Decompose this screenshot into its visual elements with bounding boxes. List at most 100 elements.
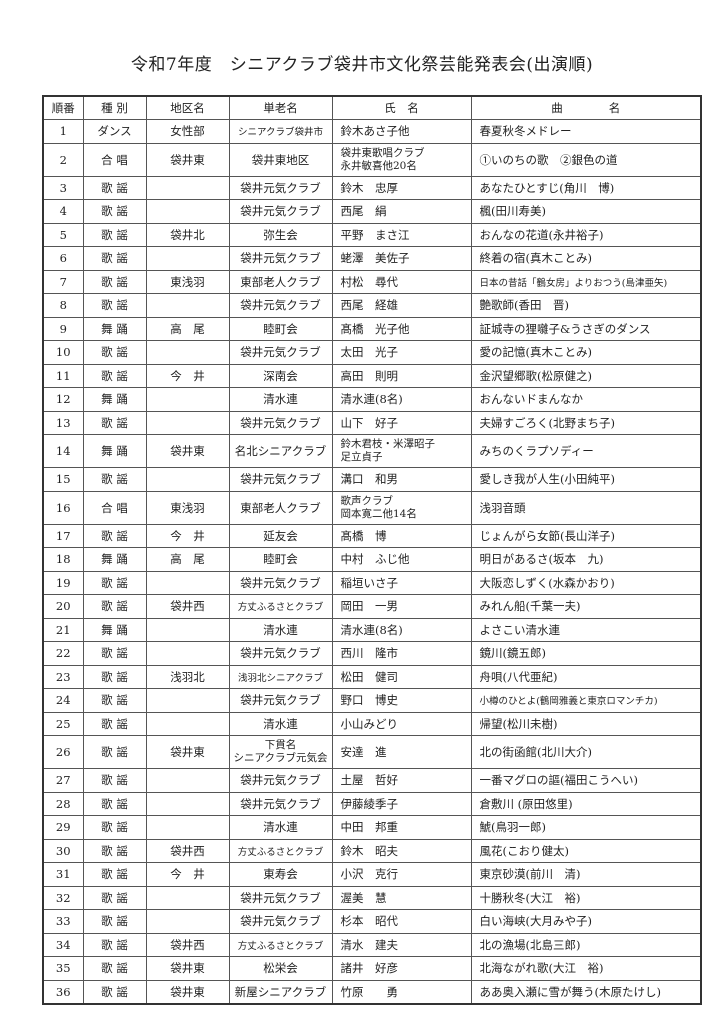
district-cell: [145, 688, 230, 713]
order-cell: 13: [42, 410, 84, 435]
club-cell: 袋井元気クラブ: [228, 688, 333, 713]
club-cell: 睦町会: [228, 316, 333, 341]
performer-cell: 鈴木 忠厚: [331, 175, 472, 200]
performer-cell: 渥美 慧: [331, 885, 472, 910]
table-row: 15 歌 謡 袋井元気クラブ 溝口 和男 愛しき我が人生(小田純平): [42, 467, 702, 492]
club-cell: 袋井元気クラブ: [228, 467, 333, 492]
table-row: 33 歌 謡 袋井元気クラブ 杉本 昭代 白い海峡(大月みや子): [42, 909, 702, 934]
performer-cell: 中田 邦重: [331, 815, 472, 840]
club-cell: シニアクラブ袋井市: [228, 119, 333, 144]
table-row: 26 歌 謡袋井東 下貫名 シニアクラブ元気会 安達 進北の街函館(北川大介): [42, 735, 702, 769]
performer-cell: 小山みどり: [331, 711, 472, 736]
order-cell: 5: [42, 222, 84, 247]
club-cell: 東寿会: [228, 862, 333, 887]
song-cell: 帰望(松川未樹): [470, 711, 702, 736]
song-cell: 日本の昔話「鶴女房」よりおつう(島津亜矢): [470, 269, 702, 294]
table-row: 11 歌 謡今 井深南会 高田 則明 金沢望郷歌(松原健之): [42, 363, 702, 388]
club-cell: 袋井元気クラブ: [228, 641, 333, 666]
type-cell: 歌 謡: [82, 523, 147, 548]
order-cell: 17: [42, 523, 84, 548]
order-cell: 2: [42, 142, 84, 177]
club-cell: 清水連: [228, 711, 333, 736]
type-cell: ダンス: [82, 119, 147, 144]
type-cell: 舞 踊: [82, 316, 147, 341]
club-cell: 弥生会: [228, 222, 333, 247]
club-cell: 下貫名 シニアクラブ元気会: [228, 735, 333, 769]
table-row: 31 歌 謡今 井東寿会 小沢 克行 東京砂漠(前川 清): [42, 862, 702, 887]
song-cell: じょんがら女節(長山洋子): [470, 523, 702, 548]
district-cell: [145, 340, 230, 365]
club-cell: 松栄会: [228, 956, 333, 981]
district-cell: 東浅羽: [145, 490, 230, 525]
table-row: 1 ダンス 女性部 シニアクラブ袋井市 鈴木あさ子他 春夏秋冬メドレー: [42, 119, 702, 144]
district-cell: 女性部: [145, 119, 230, 144]
performer-cell: 中村 ふじ他: [331, 547, 472, 572]
type-cell: 歌 謡: [82, 664, 147, 689]
district-cell: [145, 293, 230, 318]
district-cell: [145, 768, 230, 793]
song-cell: 北海ながれ歌(大江 裕): [470, 956, 702, 981]
order-cell: 31: [42, 862, 84, 887]
performer-cell: 蛯澤 美佐子: [331, 246, 472, 271]
club-cell: 延友会: [228, 523, 333, 548]
type-cell: 歌 謡: [82, 594, 147, 619]
song-cell: 夫婦すごろく(北野まち子): [470, 410, 702, 435]
table-row: 24 歌 謡 袋井元気クラブ 野口 博史 小樽のひとよ(鶴岡雅義と東京ロマンチカ): [42, 688, 702, 713]
type-cell: 歌 謡: [82, 246, 147, 271]
district-cell: 袋井東: [145, 142, 230, 177]
type-cell: 歌 謡: [82, 410, 147, 435]
song-cell: みちのくラプソディー: [470, 434, 702, 468]
table-row: 22 歌 謡 袋井元気クラブ 西川 隆市 鏡川(鏡五郎): [42, 641, 702, 666]
district-cell: 袋井西: [145, 932, 230, 957]
district-cell: 今 井: [145, 363, 230, 388]
song-cell: 十勝秋冬(大江 裕): [470, 885, 702, 910]
district-cell: [145, 410, 230, 435]
song-cell: 北の漁場(北島三郎): [470, 932, 702, 957]
club-cell-line2: シニアクラブ元気会: [233, 752, 328, 764]
table-row: 35 歌 謡袋井東 松栄会 諸井 好彦 北海ながれ歌(大江 裕): [42, 956, 702, 981]
table-row: 10 歌 謡 袋井元気クラブ 太田 光子 愛の記憶(真木ことみ): [42, 340, 702, 365]
song-cell: ああ奥入瀬に雪が舞う(木原たけし): [470, 979, 702, 1005]
club-cell: 袋井元気クラブ: [228, 340, 333, 365]
song-cell: 愛の記憶(真木ことみ): [470, 340, 702, 365]
order-cell: 29: [42, 815, 84, 840]
type-cell: 舞 踊: [82, 387, 147, 412]
club-cell: 袋井元気クラブ: [228, 246, 333, 271]
district-cell: [145, 815, 230, 840]
order-cell: 30: [42, 838, 84, 863]
performer-cell: 歌声クラブ 岡本寛二他14名: [331, 490, 472, 525]
performer-cell: 村松 尋代: [331, 269, 472, 294]
performer-cell: 西尾 絹: [331, 199, 472, 224]
program-table: 順番 種 別 地区名 単老名 氏 名 曲 名 1 ダンス 女性部 シニアクラブ袋井市鈴…: [42, 95, 702, 1005]
performer-cell-line2: 足立貞子: [340, 451, 383, 463]
order-cell: 12: [42, 387, 84, 412]
type-cell: 歌 謡: [82, 838, 147, 863]
order-cell: 8: [42, 293, 84, 318]
performer-cell: 西尾 経雄: [331, 293, 472, 318]
district-cell: 高 尾: [145, 547, 230, 572]
order-cell: 27: [42, 768, 84, 793]
song-cell: おんなの花道(永井裕子): [470, 222, 702, 247]
order-cell: 9: [42, 316, 84, 341]
district-cell: 袋井東: [145, 434, 230, 468]
table-row: 34 歌 謡袋井西 方丈ふるさとクラブ 清水 建夫 北の漁場(北島三郎): [42, 932, 702, 957]
club-cell: 袋井元気クラブ: [228, 570, 333, 595]
type-cell: 歌 謡: [82, 467, 147, 492]
performer-cell: 平野 まさ江: [331, 222, 472, 247]
song-cell: 浅羽音頭: [470, 490, 702, 525]
song-cell: 艶歌師(香田 晋): [470, 293, 702, 318]
order-cell: 1: [42, 119, 84, 144]
header-club: 単老名: [228, 95, 333, 120]
header-name: 氏 名: [331, 95, 472, 120]
performer-cell: 鈴木 昭夫: [331, 838, 472, 863]
club-cell: 袋井元気クラブ: [228, 768, 333, 793]
district-cell: 袋井東: [145, 979, 230, 1005]
performer-cell-line2: 岡本寛二他14名: [340, 507, 417, 520]
song-cell: 愛しき我が人生(小田純平): [470, 467, 702, 492]
order-cell: 35: [42, 956, 84, 981]
performer-cell: 溝口 和男: [331, 467, 472, 492]
order-cell: 11: [42, 363, 84, 388]
